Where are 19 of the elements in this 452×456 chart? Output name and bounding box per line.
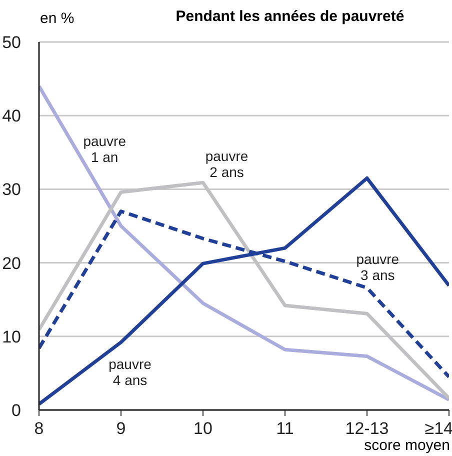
y-tick-label: 20 xyxy=(2,254,21,273)
series-label: pauvre 1 an xyxy=(82,133,127,166)
x-axis-title: score moyen xyxy=(364,437,450,454)
x-tick-label: 10 xyxy=(194,419,212,438)
y-tick-label: 10 xyxy=(2,327,21,346)
y-axis-title: en % xyxy=(40,10,74,27)
series-label: pauvre 2 ans xyxy=(204,148,250,180)
y-tick-label: 30 xyxy=(2,180,21,200)
x-tick-label: 9 xyxy=(116,419,126,438)
x-tick-label: 12-13 xyxy=(345,419,389,438)
line-series xyxy=(39,84,449,402)
x-tick-label: 8 xyxy=(34,419,44,438)
series-label: pauvre 3 ans xyxy=(355,250,400,283)
y-tick-label: 50 xyxy=(2,33,21,52)
series-label: pauvre 4 ans xyxy=(108,356,152,388)
y-tick-label: 40 xyxy=(2,106,21,126)
y-tick-label: 0 xyxy=(12,401,21,420)
chart-title: Pendant les années de pauvreté xyxy=(174,8,406,25)
x-tick-label: 11 xyxy=(276,419,294,438)
